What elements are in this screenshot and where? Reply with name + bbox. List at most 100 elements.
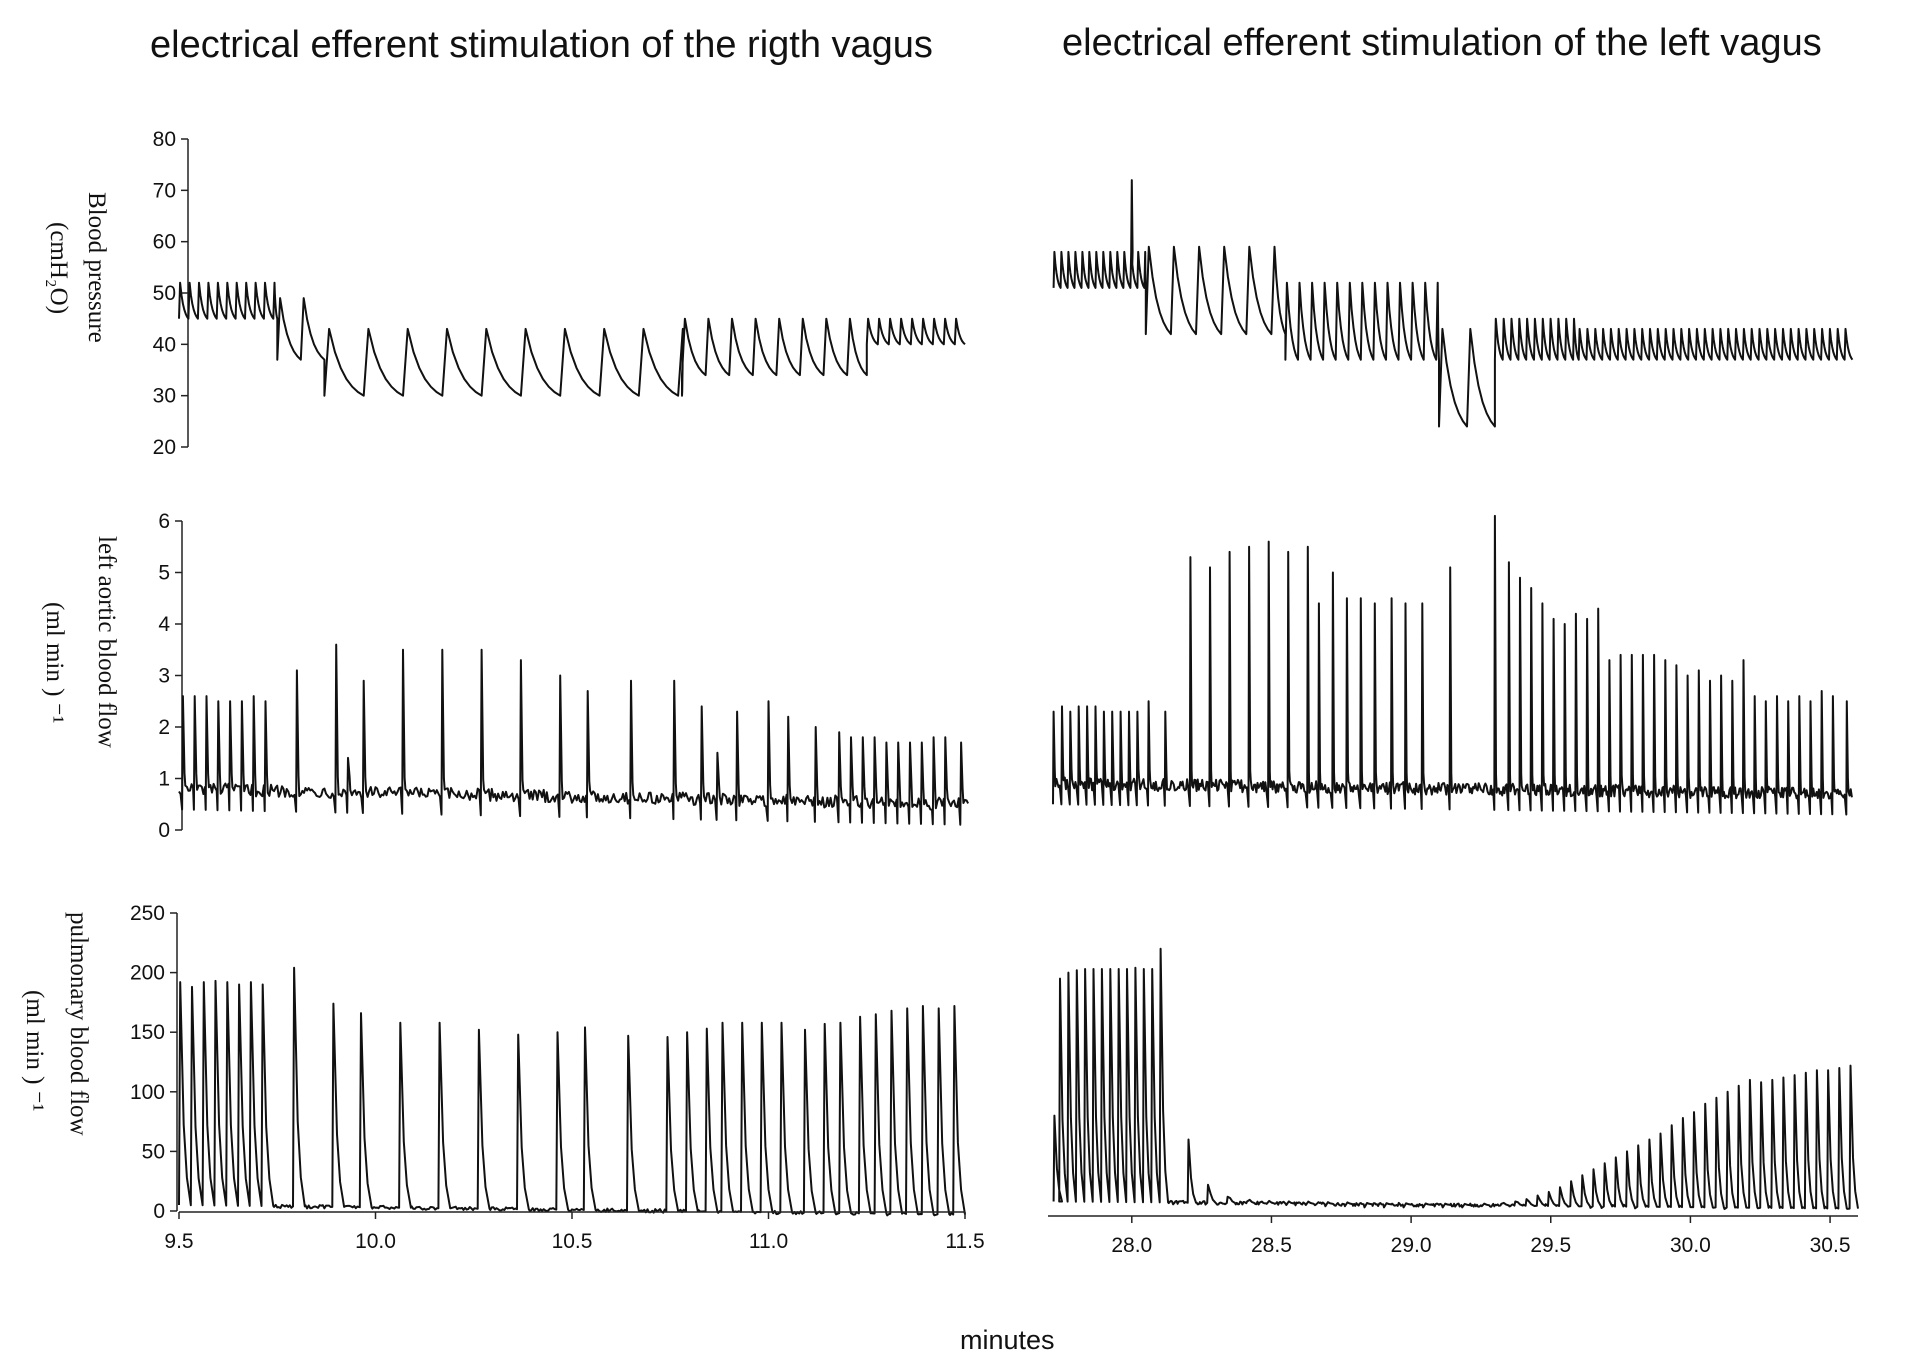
peak-left-aortic-blood-flow-right-2: [1069, 711, 1071, 713]
peak-pulmonary-blood-flow-right-7: [1108, 968, 1110, 970]
y-tick-label-pulmonary-blood-flow-3: 150: [130, 1021, 165, 1044]
peak-left-aortic-blood-flow-right-16: [1248, 546, 1250, 548]
peak-left-aortic-blood-flow-right-9: [1128, 711, 1130, 713]
peak-left-aortic-blood-flow-left-32: [909, 742, 911, 744]
peak-left-aortic-blood-flow-right-59: [1832, 695, 1834, 697]
peak-left-aortic-blood-flow-right-54: [1776, 695, 1778, 697]
peak-pulmonary-blood-flow-right-34: [1547, 1191, 1549, 1193]
peak-left-aortic-blood-flow-right-42: [1642, 654, 1644, 656]
peak-left-aortic-blood-flow-right-12: [1164, 711, 1166, 713]
y-tick-label-left-aortic-blood-flow-5: 5: [158, 562, 170, 585]
peak-left-aortic-blood-flow-left-25: [815, 726, 817, 728]
peak-left-aortic-blood-flow-right-15: [1229, 551, 1231, 553]
trace-blood-pressure-right: [1052, 179, 1854, 428]
peak-pulmonary-blood-flow-right-50: [1726, 1091, 1728, 1093]
x-tick-label-left-4: 11.5: [945, 1230, 984, 1253]
peak-left-aortic-blood-flow-right-20: [1318, 602, 1320, 604]
peak-pulmonary-blood-flow-left-32: [921, 1005, 923, 1007]
peak-left-aortic-blood-flow-left-6: [253, 695, 255, 697]
peak-left-aortic-blood-flow-left-26: [838, 731, 840, 733]
peak-pulmonary-blood-flow-right-41: [1625, 1150, 1627, 1152]
peak-left-aortic-blood-flow-left-10: [347, 757, 349, 759]
peak-pulmonary-blood-flow-right-21: [1324, 1205, 1326, 1207]
x-tick-label-right-3: 29.5: [1530, 1234, 1571, 1257]
peak-left-aortic-blood-flow-right-34: [1553, 618, 1555, 620]
y-tick-label-blood-pressure-5: 70: [153, 179, 176, 202]
peak-left-aortic-blood-flow-right-23: [1360, 597, 1362, 599]
peak-pulmonary-blood-flow-right-12: [1150, 968, 1152, 970]
peak-left-aortic-blood-flow-left-20: [701, 705, 703, 707]
peak-pulmonary-blood-flow-right-60: [1837, 1067, 1839, 1069]
peak-pulmonary-blood-flow-right-40: [1614, 1156, 1616, 1158]
peak-pulmonary-blood-flow-right-56: [1793, 1074, 1795, 1076]
peak-pulmonary-blood-flow-left-28: [858, 1016, 860, 1018]
peak-left-aortic-blood-flow-left-30: [885, 742, 887, 744]
peak-left-aortic-blood-flow-right-57: [1810, 700, 1812, 702]
trace-blood-pressure-left: [178, 281, 966, 397]
peak-left-aortic-blood-flow-right-29: [1494, 515, 1496, 517]
y-tick-label-pulmonary-blood-flow-5: 250: [130, 902, 165, 925]
peak-pulmonary-blood-flow-right-52: [1748, 1079, 1750, 1081]
peak-left-aortic-blood-flow-right-45: [1675, 664, 1677, 666]
y-tick-label-blood-pressure-3: 50: [153, 282, 176, 305]
peak-left-aortic-blood-flow-left-35: [944, 736, 946, 738]
peak-left-aortic-blood-flow-left-3: [217, 700, 219, 702]
peak-left-aortic-blood-flow-left-13: [441, 649, 443, 651]
y-tick-label-left-aortic-blood-flow-2: 2: [158, 716, 170, 739]
trace-left-aortic-blood-flow-left: [178, 643, 969, 826]
peak-pulmonary-blood-flow-right-35: [1558, 1186, 1560, 1188]
peak-left-aortic-blood-flow-left-2: [206, 695, 208, 697]
peak-left-aortic-blood-flow-right-21: [1332, 572, 1334, 574]
peak-pulmonary-blood-flow-right-55: [1782, 1077, 1784, 1079]
peak-pulmonary-blood-flow-right-17: [1245, 1201, 1247, 1203]
peak-left-aortic-blood-flow-left-21: [716, 752, 718, 754]
peak-pulmonary-blood-flow-right-14: [1187, 1139, 1189, 1141]
peak-left-aortic-blood-flow-left-9: [335, 644, 337, 646]
peak-left-aortic-blood-flow-right-60: [1846, 700, 1848, 702]
peak-left-aortic-blood-flow-right-24: [1374, 602, 1376, 604]
peak-left-aortic-blood-flow-right-8: [1120, 711, 1122, 713]
peak-pulmonary-blood-flow-right-38: [1592, 1168, 1594, 1170]
y-tick-label-blood-pressure-0: 20: [153, 436, 176, 459]
peak-left-aortic-blood-flow-right-36: [1575, 613, 1577, 615]
peak-pulmonary-blood-flow-right-30: [1500, 1203, 1502, 1205]
peak-left-aortic-blood-flow-left-11: [363, 680, 365, 682]
peak-left-aortic-blood-flow-left-12: [402, 649, 404, 651]
peak-pulmonary-blood-flow-right-10: [1134, 967, 1136, 969]
peak-left-aortic-blood-flow-right-3: [1078, 705, 1080, 707]
peak-left-aortic-blood-flow-right-18: [1287, 551, 1289, 553]
peak-pulmonary-blood-flow-right-36: [1569, 1180, 1571, 1182]
peak-pulmonary-blood-flow-right-51: [1737, 1085, 1739, 1087]
peak-pulmonary-blood-flow-left-10: [359, 1012, 361, 1014]
peak-pulmonary-blood-flow-right-26: [1421, 1206, 1423, 1208]
peak-pulmonary-blood-flow-right-2: [1067, 972, 1069, 974]
x-tick-label-right-1: 28.5: [1251, 1234, 1292, 1257]
y-tick-label-pulmonary-blood-flow-4: 200: [130, 962, 165, 985]
peak-left-aortic-blood-flow-right-10: [1136, 711, 1138, 713]
peak-left-aortic-blood-flow-right-33: [1541, 602, 1543, 604]
peak-pulmonary-blood-flow-right-5: [1092, 968, 1094, 970]
peak-pulmonary-blood-flow-left-9: [331, 1003, 333, 1005]
peak-pulmonary-blood-flow-right-9: [1125, 968, 1127, 970]
x-tick-label-right-4: 30.0: [1670, 1234, 1711, 1257]
peak-pulmonary-blood-flow-right-24: [1382, 1206, 1384, 1208]
peak-pulmonary-blood-flow-right-20: [1304, 1204, 1306, 1206]
peak-left-aortic-blood-flow-left-17: [587, 690, 589, 692]
peak-pulmonary-blood-flow-left-21: [720, 1022, 722, 1024]
y-tick-label-left-aortic-blood-flow-1: 1: [158, 768, 170, 791]
peak-pulmonary-blood-flow-right-47: [1692, 1111, 1694, 1113]
peak-pulmonary-blood-flow-left-24: [779, 1022, 781, 1024]
peak-left-aortic-blood-flow-right-56: [1798, 695, 1800, 697]
y-tick-label-left-aortic-blood-flow-6: 6: [158, 510, 170, 533]
peak-left-aortic-blood-flow-right-25: [1391, 597, 1393, 599]
peak-pulmonary-blood-flow-left-19: [685, 1031, 687, 1033]
peak-left-aortic-blood-flow-right-13: [1189, 556, 1191, 558]
peak-pulmonary-blood-flow-left-29: [874, 1013, 876, 1015]
y-tick-label-blood-pressure-1: 30: [153, 385, 176, 408]
trace-pulmonary-blood-flow-right: [1052, 947, 1859, 1210]
x-tick-label-left-3: 11.0: [749, 1230, 788, 1253]
peak-pulmonary-blood-flow-right-44: [1659, 1133, 1661, 1135]
peak-pulmonary-blood-flow-right-42: [1636, 1144, 1638, 1146]
